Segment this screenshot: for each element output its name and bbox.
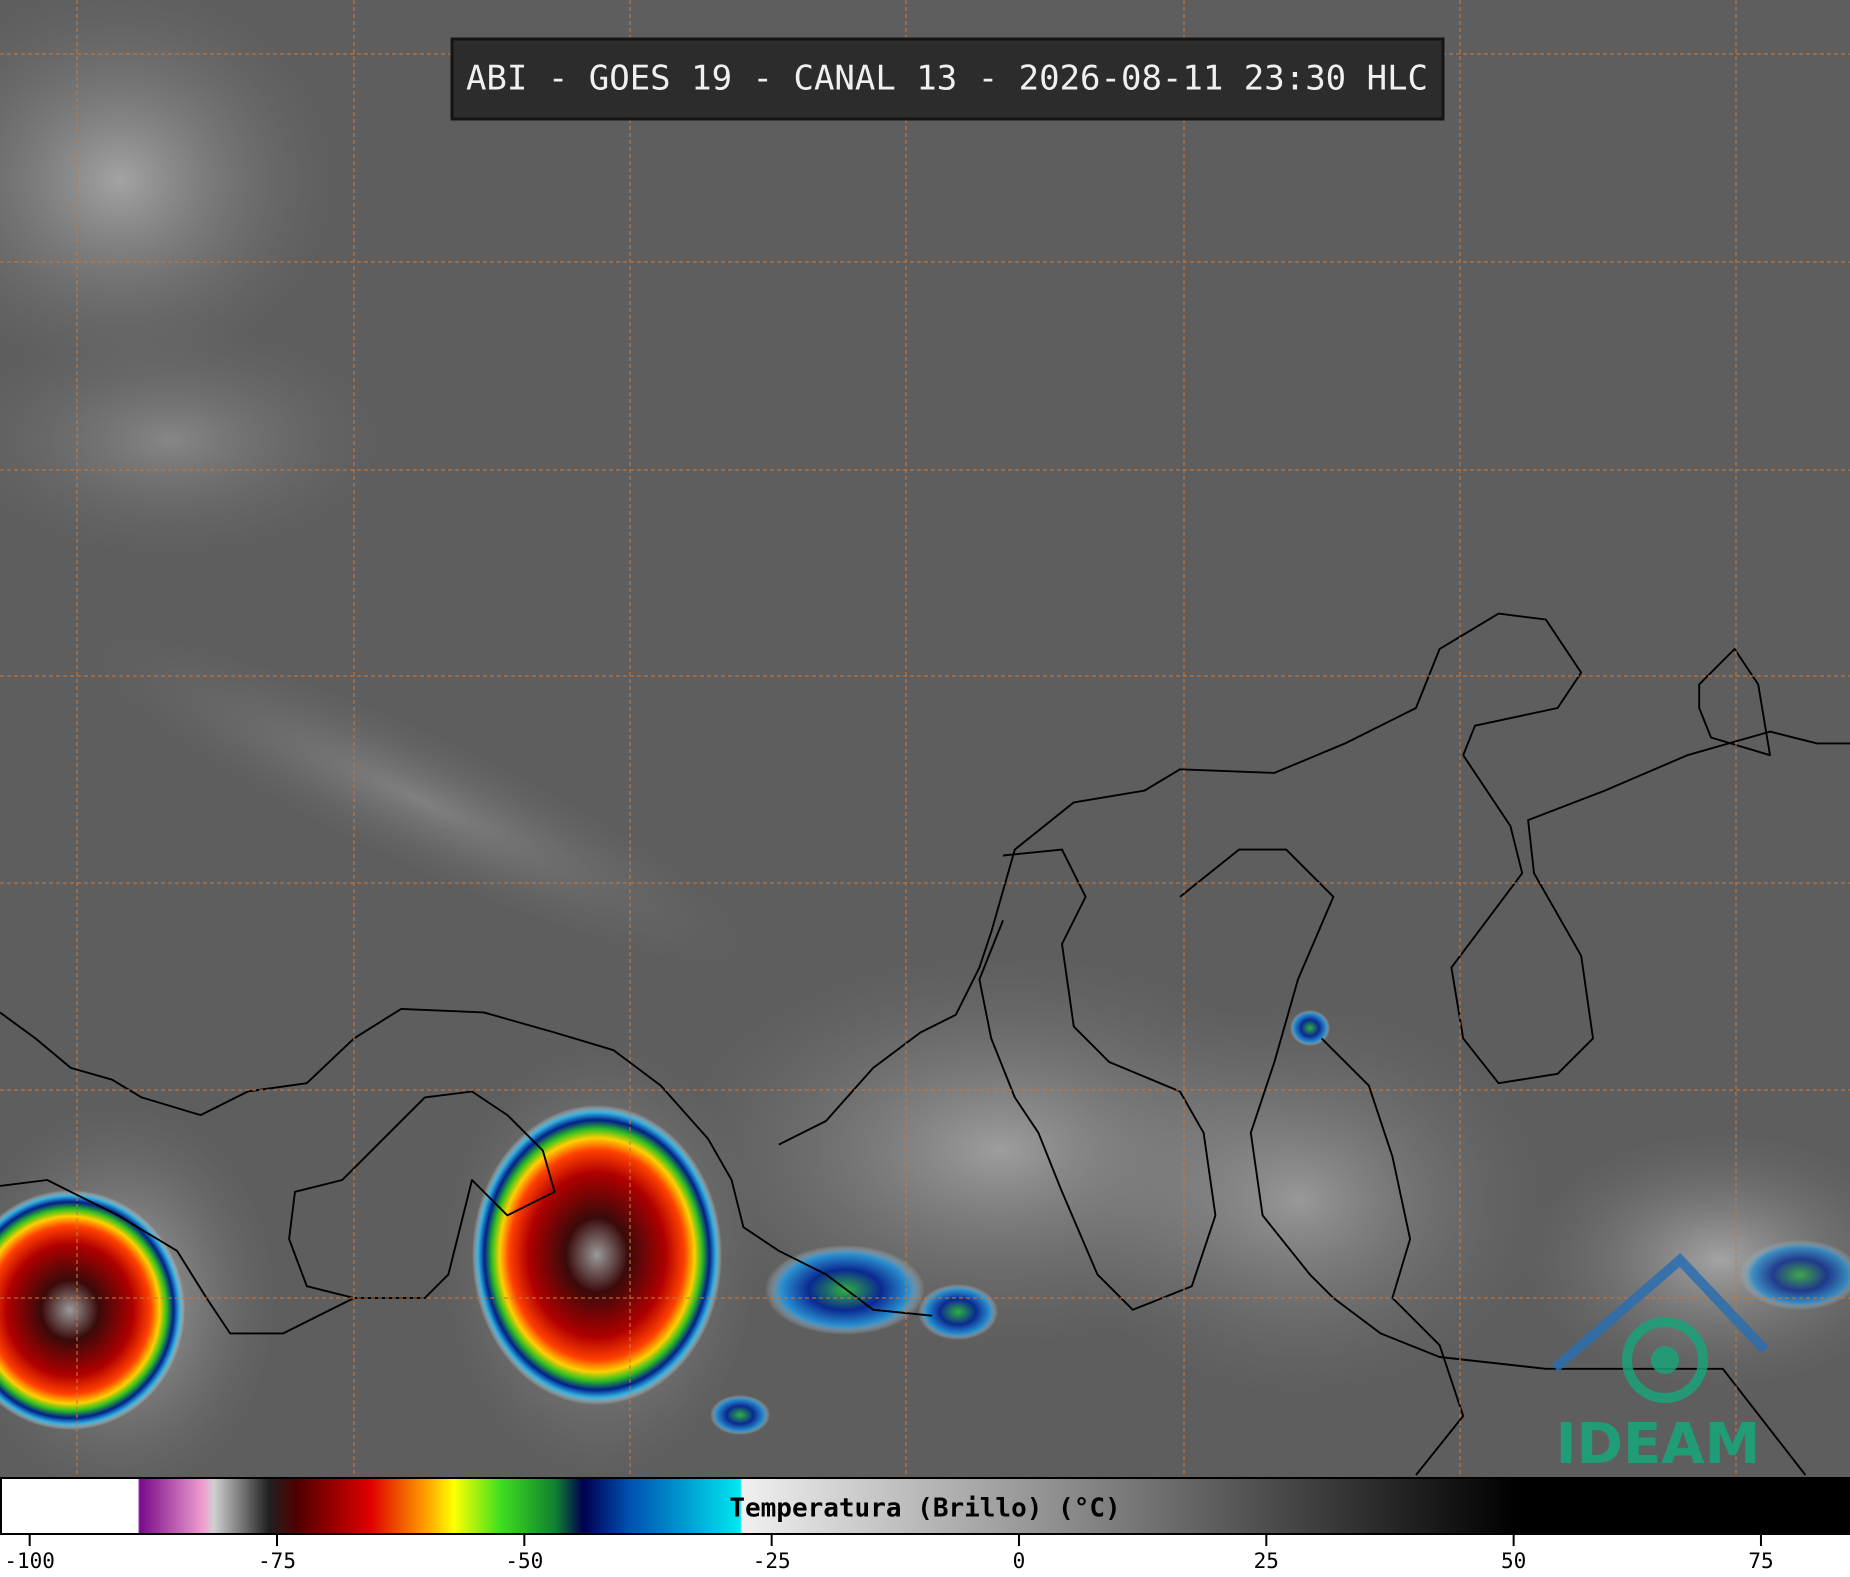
title: ABI - GOES 19 - CANAL 13 - 2026-08-11 23…: [466, 59, 1428, 99]
tick-label: -100: [4, 1549, 55, 1573]
colorbar-label: Temperatura (Brillo) (°C): [729, 1494, 1120, 1524]
convective-cells: [0, 1010, 1850, 1435]
tick-label: -50: [505, 1549, 543, 1573]
logo-emblem: [1551, 1253, 1769, 1403]
logo-text: IDEAM: [1556, 1412, 1761, 1477]
tick-label: -75: [258, 1549, 296, 1573]
tick-label: 0: [1013, 1549, 1026, 1573]
tick-label: 25: [1254, 1549, 1279, 1573]
title-box: [450, 37, 1445, 121]
tick-label: -25: [753, 1549, 791, 1573]
tick-label: 50: [1501, 1549, 1526, 1573]
tick-label: 75: [1748, 1549, 1773, 1573]
coastlines: [0, 612, 1850, 1476]
colorbar-axis: -100 -75 -50 -25 0 25 50 75: [4, 1534, 1774, 1573]
lat-lon-grid: [0, 0, 1850, 1478]
colorbar: [0, 1477, 1850, 1535]
